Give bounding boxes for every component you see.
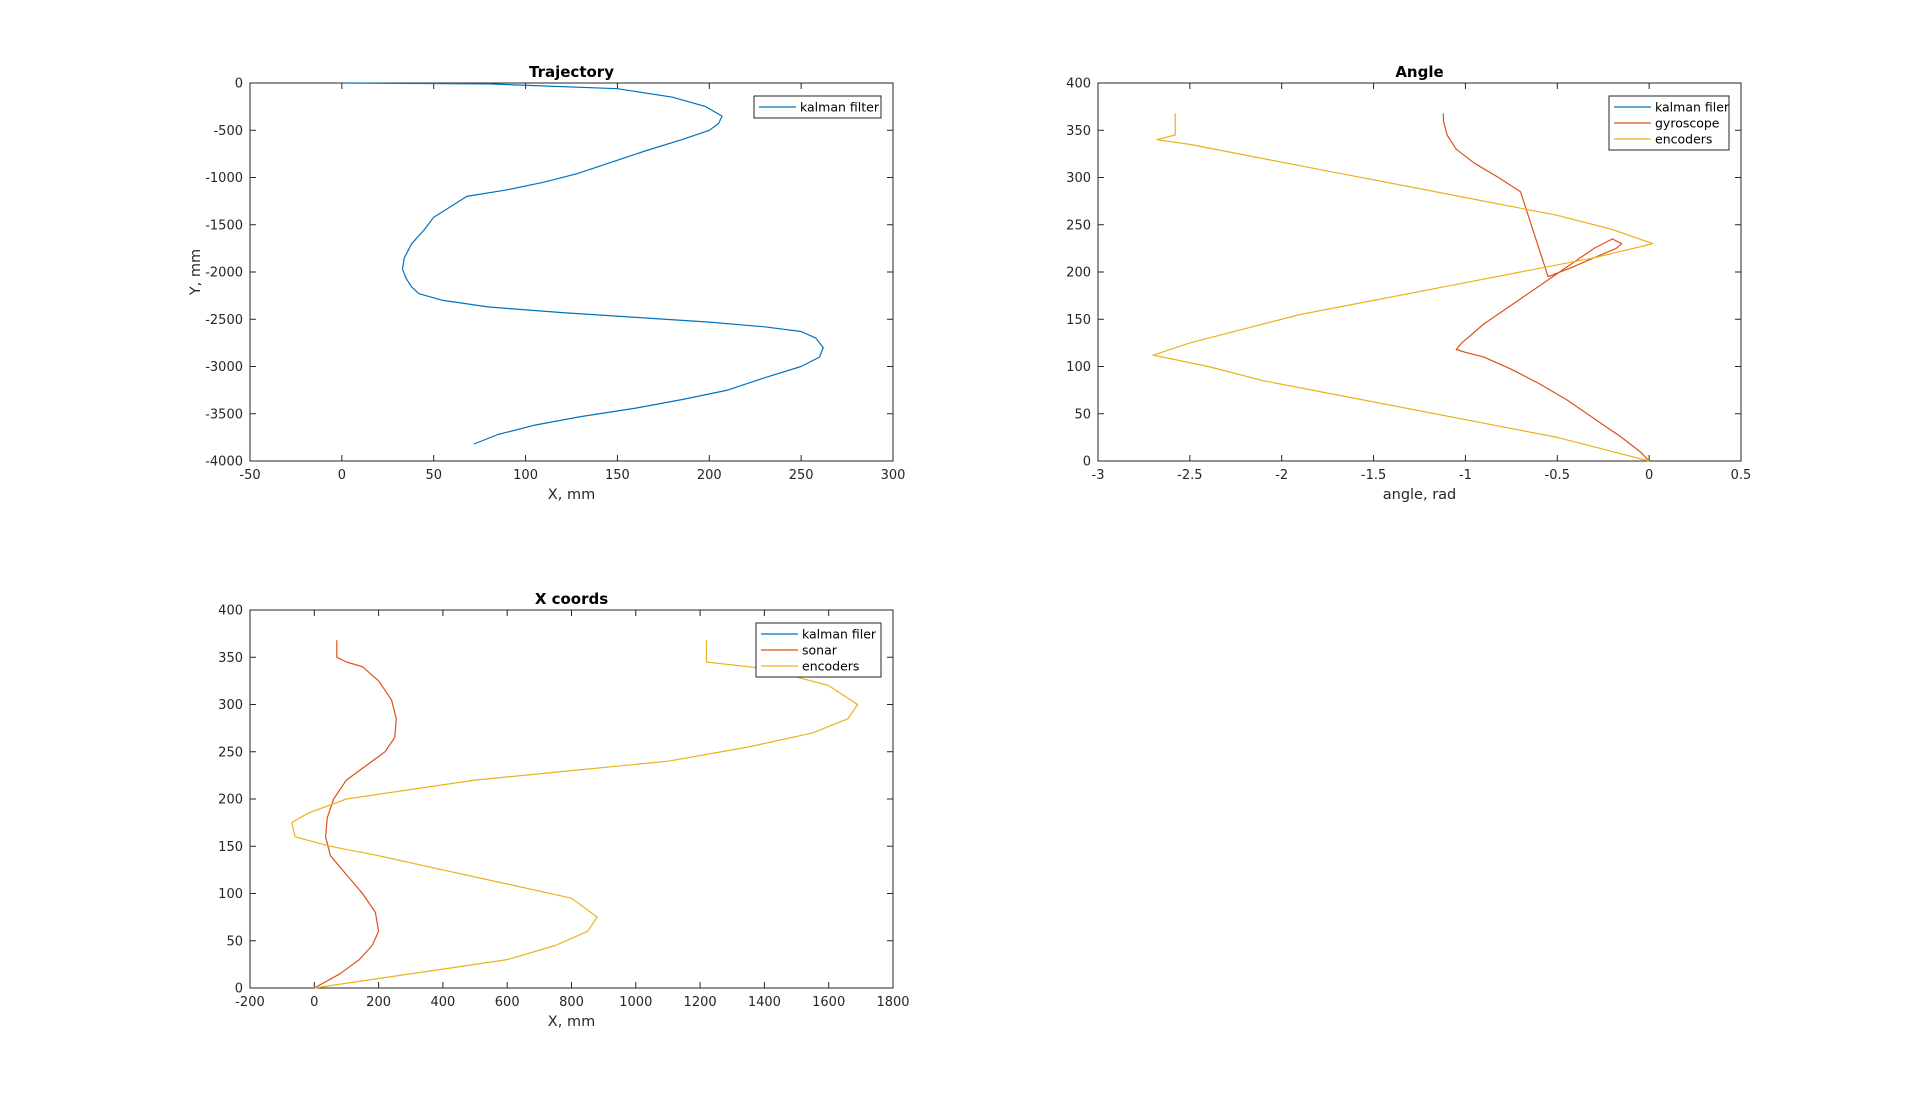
x-axis-label: X, mm xyxy=(548,1014,595,1030)
x-axis-label: X, mm xyxy=(548,487,595,503)
y-tick-label: 50 xyxy=(226,934,243,949)
y-tick-label: -4000 xyxy=(205,455,243,470)
x-tick-label: 1000 xyxy=(619,995,652,1010)
y-tick-label: -1500 xyxy=(205,218,243,233)
y-axis-label: Y, mm xyxy=(188,249,204,296)
x-tick-label: -0.5 xyxy=(1545,468,1570,483)
x-tick-label: 200 xyxy=(366,995,391,1010)
series-line-sonar xyxy=(314,640,397,989)
legend-label: encoders xyxy=(1655,132,1712,147)
legend-label: kalman filer xyxy=(802,627,877,642)
x-tick-label: 100 xyxy=(513,468,538,483)
x-tick-label: -3 xyxy=(1092,468,1105,483)
y-tick-label: -3000 xyxy=(205,360,243,375)
x-tick-label: 1600 xyxy=(812,995,845,1010)
y-tick-label: -1000 xyxy=(205,171,243,186)
chart-title: X coords xyxy=(535,590,608,608)
y-tick-label: 150 xyxy=(218,840,243,855)
y-tick-label: 0 xyxy=(235,982,243,997)
x-tick-label: -200 xyxy=(235,995,265,1010)
x-tick-label: 1800 xyxy=(876,995,909,1010)
x-tick-label: 1200 xyxy=(684,995,717,1010)
legend-label: kalman filter xyxy=(800,100,880,115)
chart-panel-1: -50 0 50 100 150 200 250 300-4000-3500-3000-250… xyxy=(188,63,905,503)
y-tick-label: 300 xyxy=(1066,171,1091,186)
x-axis-label: angle, rad xyxy=(1383,487,1457,503)
y-tick-label: -500 xyxy=(213,124,243,139)
y-tick-label: 300 xyxy=(218,698,243,713)
chart-title: Angle xyxy=(1395,63,1443,81)
y-tick-label: -3500 xyxy=(205,407,243,422)
x-tick-label: 200 xyxy=(697,468,722,483)
y-tick-label: 100 xyxy=(1066,360,1091,375)
x-tick-label: -1 xyxy=(1459,468,1472,483)
legend: kalman filter xyxy=(753,95,882,119)
x-tick-label: 800 xyxy=(559,995,584,1010)
x-tick-label: 150 xyxy=(605,468,630,483)
y-tick-label: 50 xyxy=(1074,407,1091,422)
y-tick-label: 350 xyxy=(218,651,243,666)
x-tick-label: -50 xyxy=(239,468,260,483)
y-tick-label: 400 xyxy=(218,604,243,619)
y-tick-label: 150 xyxy=(1066,313,1091,328)
y-tick-label: 350 xyxy=(1066,124,1091,139)
y-tick-label: 100 xyxy=(218,887,243,902)
chart-panel-2: -3 -2.5 -2 -1.5 -1 -0.5 0 0.5 0 50 100 150 200 250 300… xyxy=(1066,63,1751,503)
y-tick-label: 200 xyxy=(218,793,243,808)
plot-area xyxy=(249,82,894,462)
legend-label: sonar xyxy=(802,643,838,658)
y-tick-label: 0 xyxy=(235,77,243,92)
x-tick-label: 0 xyxy=(338,468,346,483)
x-tick-label: -2 xyxy=(1275,468,1288,483)
x-tick-label: 300 xyxy=(881,468,906,483)
series-line-encoders xyxy=(291,640,859,989)
x-tick-label: 250 xyxy=(789,468,814,483)
x-tick-label: 600 xyxy=(495,995,520,1010)
chart-panel-3: -200 0 200 400 600 800 1000 1200 1400 1600 1800050… xyxy=(218,590,909,1030)
y-tick-label: 250 xyxy=(218,745,243,760)
y-tick-label: 200 xyxy=(1066,266,1091,281)
series-line-encoders xyxy=(1152,113,1654,462)
x-tick-label: 0 xyxy=(310,995,318,1010)
y-tick-label: 0 xyxy=(1083,455,1091,470)
x-tick-label: -1.5 xyxy=(1361,468,1386,483)
y-tick-label: 400 xyxy=(1066,77,1091,92)
x-tick-label: 50 xyxy=(425,468,442,483)
y-tick-label: -2000 xyxy=(205,266,243,281)
legend-label: encoders xyxy=(802,659,859,674)
y-tick-label: -2500 xyxy=(205,313,243,328)
legend-label: kalman filer xyxy=(1655,100,1730,115)
legend-label: gyroscope xyxy=(1655,116,1720,131)
legend-box xyxy=(753,95,882,119)
series-line-kalman-filter xyxy=(341,82,824,445)
x-tick-label: 0.5 xyxy=(1731,468,1752,483)
y-tick-label: 250 xyxy=(1066,218,1091,233)
x-tick-label: 400 xyxy=(430,995,455,1010)
x-tick-label: 1400 xyxy=(748,995,781,1010)
series-line-gyroscope xyxy=(1442,113,1650,462)
x-tick-label: -2.5 xyxy=(1177,468,1202,483)
x-tick-label: 0 xyxy=(1645,468,1653,483)
chart-title: Trajectory xyxy=(529,63,614,81)
